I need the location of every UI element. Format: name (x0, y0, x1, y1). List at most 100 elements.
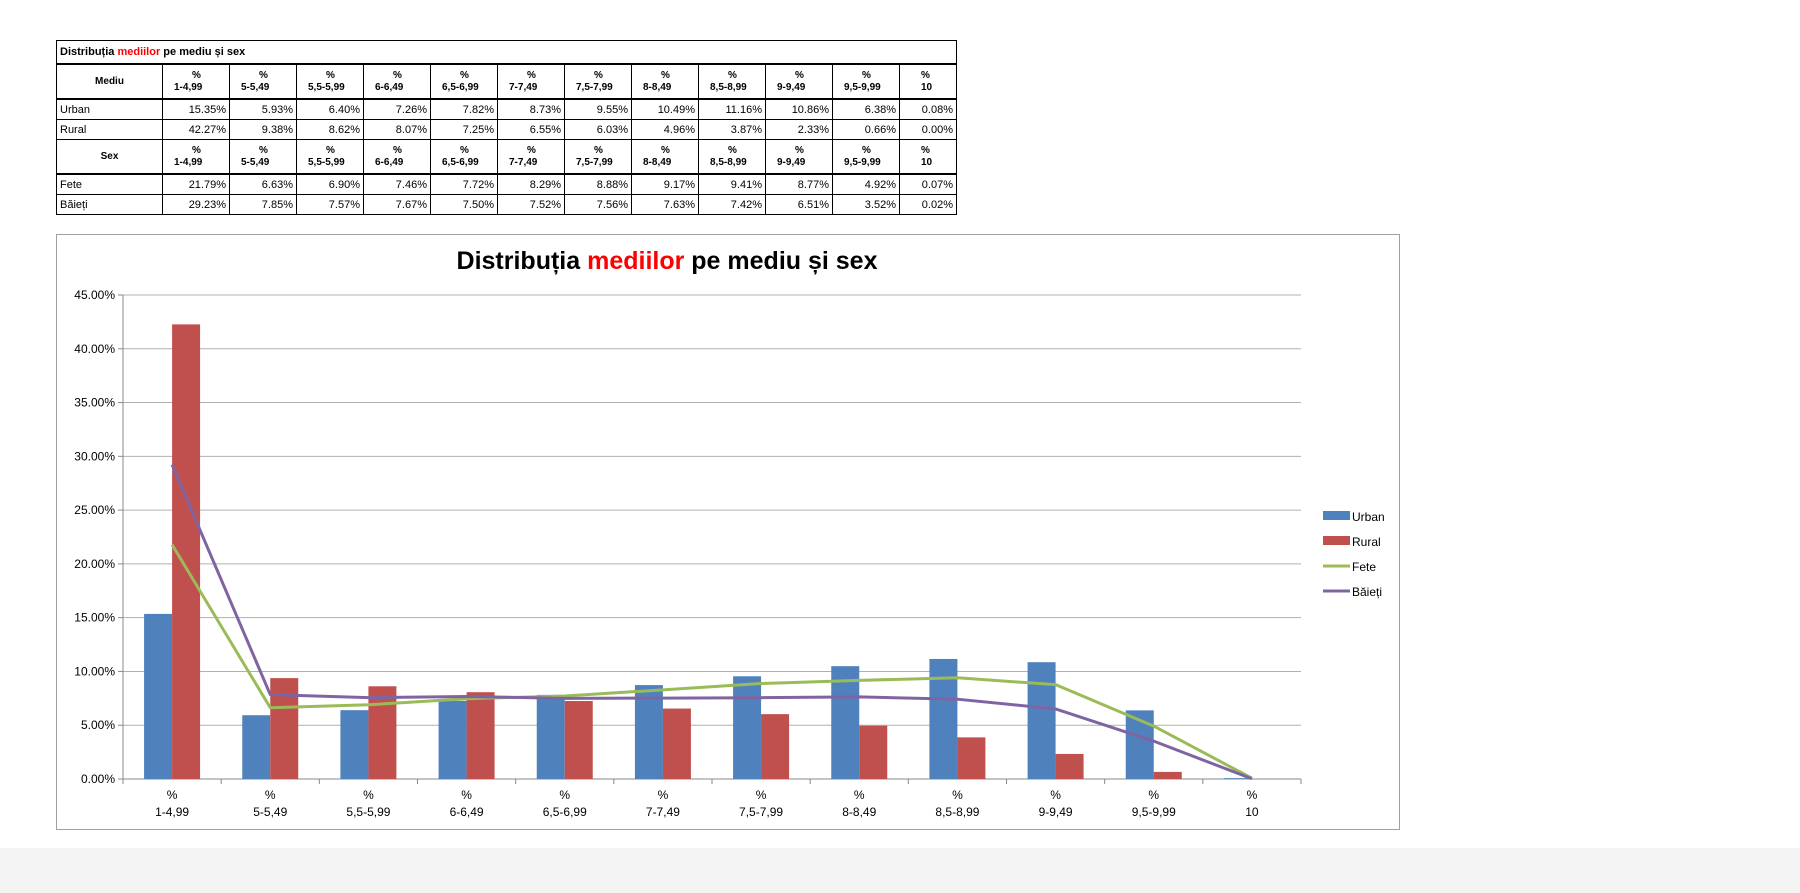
column-header-line1: % (795, 69, 804, 81)
column-header-line1: % (795, 144, 804, 156)
y-tick-label: 25.00% (74, 503, 115, 517)
y-tick-label: 10.00% (74, 664, 115, 678)
table-cell: 7.25% (430, 119, 498, 140)
table-cell: 6.03% (564, 119, 632, 140)
column-header-line2: 8,5-8,99 (710, 156, 747, 168)
column-header-line1: % (192, 69, 201, 81)
column-header-line2: 9,5-9,99 (844, 156, 881, 168)
table-column-header: % 7-7,49 (497, 63, 565, 100)
legend-label: Urban (1352, 510, 1385, 524)
bar-rural (1153, 771, 1182, 779)
x-tick-label-line2: 7,5-7,99 (739, 805, 783, 819)
table-cell: 7.52% (497, 194, 565, 215)
chart-plot: 0.00% 5.00% 10.00% 15.00% 20.00% 25.00% 30.00%… (74, 288, 1385, 819)
bar-urban (733, 676, 762, 779)
chart-title-part1: Distribuția (456, 247, 588, 275)
x-tick-label-line1: % (363, 788, 374, 802)
table-header-label: Sex (56, 139, 163, 175)
legend-label: Băieți (1352, 585, 1382, 599)
column-header-line1: % (460, 69, 469, 81)
column-header-line1: % (460, 144, 469, 156)
column-header-line2: 6-6,49 (375, 81, 404, 93)
legend-swatch-rural (1323, 536, 1350, 545)
legend-label: Rural (1352, 535, 1381, 549)
table-cell: 7.57% (296, 194, 364, 215)
column-header-line2: 10 (921, 81, 933, 93)
table-column-header: % 5,5-5,99 (296, 63, 364, 100)
column-header-line2: 5-5,49 (241, 156, 270, 168)
table-cell: 21.79% (162, 173, 230, 195)
table-column-header: % 8-8,49 (631, 63, 699, 100)
y-tick-label: 20.00% (74, 557, 115, 571)
bar-rural (761, 714, 790, 779)
table-cell: 6.40% (296, 98, 364, 120)
y-tick-label: 5.00% (81, 718, 115, 732)
column-header-line1: % (326, 69, 335, 81)
bar-urban (144, 613, 173, 779)
bar-urban (831, 666, 860, 779)
table-cell: 4.96% (631, 119, 699, 140)
chart-title: Distribuția mediilor pe mediu și sex (57, 247, 1277, 276)
bar-rural (368, 686, 397, 779)
table-cell: 6.63% (229, 173, 297, 195)
table-column-header: % 5,5-5,99 (296, 139, 364, 175)
table-cell: 8.88% (564, 173, 632, 195)
column-header-line2: 8,5-8,99 (710, 81, 747, 93)
column-header-line2: 5,5-5,99 (308, 81, 345, 93)
column-header-line1: % (661, 144, 670, 156)
table-cell: 6.51% (765, 194, 833, 215)
table-header-label: Mediu (56, 63, 163, 100)
table-column-header: % 8-8,49 (631, 139, 699, 175)
y-tick-label: 40.00% (74, 342, 115, 356)
column-header-line2: 1-4,99 (174, 156, 203, 168)
table-cell: 9.41% (698, 173, 766, 195)
table-title: Distribuția mediilor pe mediu și sex (56, 40, 957, 65)
bar-urban (634, 685, 663, 779)
column-header-line1: % (594, 69, 603, 81)
x-tick-label-line1: % (952, 788, 963, 802)
bar-rural (1055, 753, 1084, 779)
table-cell: 10.86% (765, 98, 833, 120)
table-cell: 7.42% (698, 194, 766, 215)
x-tick-label-line1: % (461, 788, 472, 802)
table-column-header: % 1-4,99 (162, 139, 230, 175)
table-cell: 7.82% (430, 98, 498, 120)
column-header-line1: % (393, 69, 402, 81)
bar-urban (1223, 778, 1252, 779)
column-header-line2: 8-8,49 (643, 81, 672, 93)
table-column-header: % 5-5,49 (229, 139, 297, 175)
table-cell: 0.66% (832, 119, 900, 140)
column-header-line2: 1-4,99 (174, 81, 203, 93)
x-tick-label-line1: % (756, 788, 767, 802)
table-row: Băieți 29.23% 7.85% 7.57% 7.67% 7.50% 7.52% 7.5… (56, 194, 957, 215)
x-tick-label-line2: 7-7,49 (646, 805, 680, 819)
column-header-line1: % (259, 69, 268, 81)
bar-rural (662, 708, 691, 779)
column-header-line1: % (594, 144, 603, 156)
table-row: Rural 42.27% 9.38% 8.62% 8.07% 7.25% 6.55% 6.03… (56, 119, 957, 140)
table-cell: 9.55% (564, 98, 632, 120)
table-cell: 0.02% (899, 194, 957, 215)
column-header-line2: 7,5-7,99 (576, 81, 613, 93)
table-column-header: % 7-7,49 (497, 139, 565, 175)
x-tick-label-line1: % (854, 788, 865, 802)
table-cell: 7.72% (430, 173, 498, 195)
x-tick-label-line2: 9-9,49 (1039, 805, 1073, 819)
table-column-header: % 9-9,49 (765, 63, 833, 100)
bar-urban (242, 715, 271, 779)
column-header-line1: % (192, 144, 201, 156)
column-header-line2: 9,5-9,99 (844, 81, 881, 93)
table-cell: 15.35% (162, 98, 230, 120)
table-header-sex: Sex% 1-4,99% 5-5,49% 5,5-5,99% 6-6,49% 6,5-6,… (56, 139, 957, 175)
table-column-header: % 9-9,49 (765, 139, 833, 175)
table-column-header: % 7,5-7,99 (564, 63, 632, 100)
table-cell: 7.26% (363, 98, 431, 120)
column-header-line2: 9-9,49 (777, 156, 806, 168)
bar-urban (1027, 662, 1056, 779)
column-header-line2: 10 (921, 156, 933, 168)
table-cell: 8.77% (765, 173, 833, 195)
y-tick-label: 45.00% (74, 288, 115, 302)
table-cell: 4.92% (832, 173, 900, 195)
column-header-line1: % (862, 69, 871, 81)
y-tick-label: 30.00% (74, 449, 115, 463)
